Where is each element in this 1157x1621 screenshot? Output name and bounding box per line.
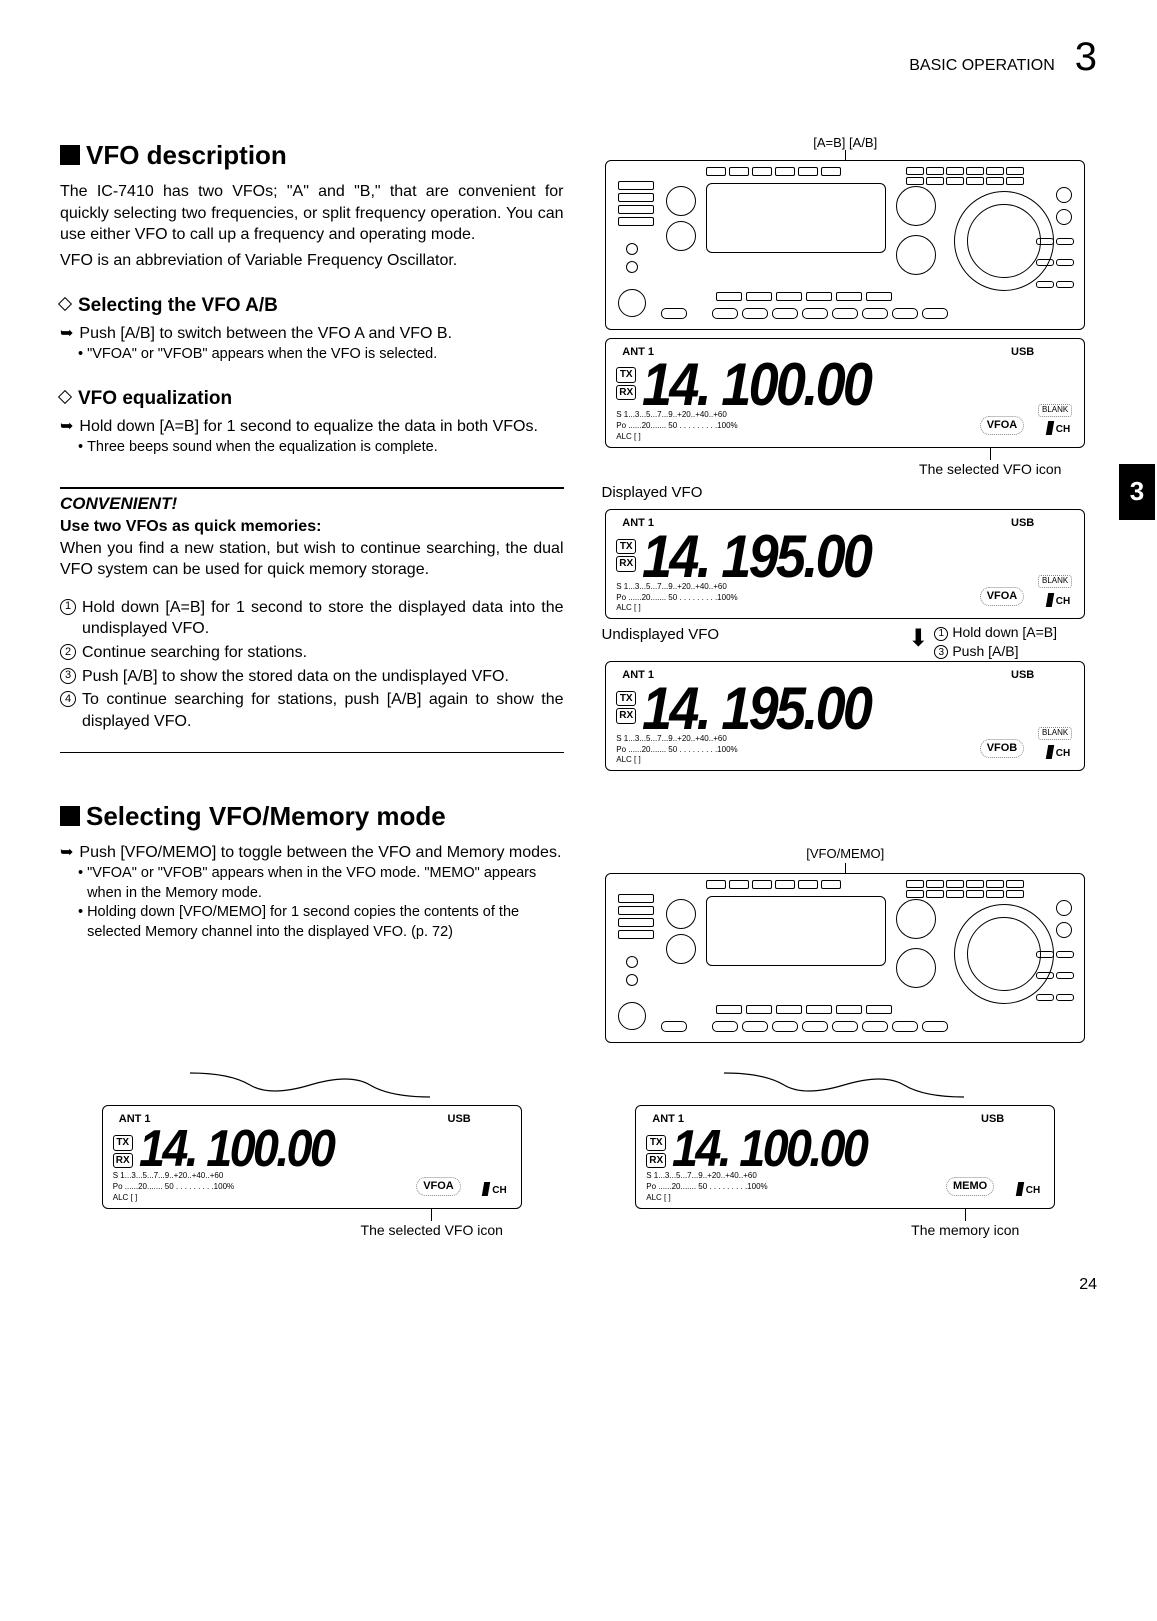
lcd-display-bottom-left: ANT 1USB TXRX 14. 100.00 S 1...3...5...7… <box>102 1105 522 1208</box>
item-push-vfomemo: ➥Push [VFO/MEMO] to toggle between the V… <box>60 842 564 864</box>
para-intro-2: VFO is an abbreviation of Variable Frequ… <box>60 250 564 272</box>
bullet-hold-vfomemo: •Holding down [VFO/MEMO] for 1 second co… <box>78 903 564 942</box>
lcd-display-1: ANT 1USB TXRX 14. 100.00 S 1...3...5...7… <box>605 338 1085 448</box>
divider <box>60 487 564 489</box>
header-section: BASIC OPERATION <box>909 55 1055 77</box>
callout-vfomemo: [VFO/MEMO] <box>594 845 1098 863</box>
h2-vfo-equalization: VFO equalization <box>60 386 564 412</box>
convenient-intro: When you find a new station, but wish to… <box>60 538 564 581</box>
memo-badge: MEMO <box>946 1177 994 1196</box>
step-3: 3Push [A/B] to show the stored data on t… <box>60 666 564 688</box>
step-1: 1Hold down [A=B] for 1 second to store t… <box>60 597 564 640</box>
radio-front-panel-2 <box>605 873 1085 1043</box>
header-chapter: 3 <box>1075 30 1097 84</box>
note-hold-aeqb: 1Hold down [A=B] <box>934 623 1057 642</box>
step-2: 2Continue searching for stations. <box>60 642 564 664</box>
vfo-icon-pointer: The selected VFO icon <box>884 446 1098 479</box>
note-push-ab: 3Push [A/B] <box>934 642 1057 661</box>
item-push-ab: ➥Push [A/B] to switch between the VFO A … <box>60 323 564 345</box>
lcd-display-bottom-right: ANT 1USB TXRX 14. 100.00 S 1...3...5...7… <box>635 1105 1055 1208</box>
radio-front-panel <box>605 160 1085 330</box>
vfo-icon-pointer-bottom: The selected VFO icon <box>300 1207 564 1240</box>
memory-icon-pointer: The memory icon <box>834 1207 1098 1240</box>
squiggle-connector-left <box>180 1071 440 1099</box>
vfoa-badge: VFOA <box>980 416 1025 435</box>
convenient-badge: CONVENIENT! <box>60 493 564 516</box>
h2-selecting-ab: Selecting the VFO A/B <box>60 293 564 319</box>
item-hold-aeqb: ➥Hold down [A=B] for 1 second to equaliz… <box>60 416 564 438</box>
page-number: 24 <box>60 1274 1097 1296</box>
label-displayed-vfo: Displayed VFO <box>602 483 1098 503</box>
vfoa-badge-2: VFOA <box>980 587 1025 606</box>
lcd-display-2: ANT 1USB TXRX 14. 195.00 S 1...3...5...7… <box>605 509 1085 619</box>
convenient-subtitle: Use two VFOs as quick memories: <box>60 516 564 538</box>
side-tab: 3 <box>1119 464 1155 520</box>
label-undisplayed-vfo: Undisplayed VFO <box>602 625 909 645</box>
lcd-display-3: ANT 1USB TXRX 14. 195.00 S 1...3...5...7… <box>605 661 1085 771</box>
vfoa-badge-bottom: VFOA <box>416 1177 461 1196</box>
down-arrow-icon: ⬇ <box>908 623 928 661</box>
squiggle-connector-right <box>714 1071 974 1099</box>
bullet-vfo-memo-appears: •"VFOA" or "VFOB" appears when in the VF… <box>78 864 564 903</box>
h1-selecting-vfo-memory: Selecting VFO/Memory mode <box>60 799 564 834</box>
para-intro-1: The IC-7410 has two VFOs; "A" and "B," t… <box>60 181 564 246</box>
bullet-vfoa-vfob: •"VFOA" or "VFOB" appears when the VFO i… <box>78 345 564 365</box>
step-4: 4To continue searching for stations, pus… <box>60 689 564 732</box>
vfob-badge: VFOB <box>980 739 1025 758</box>
h1-vfo-description: VFO description <box>60 138 564 173</box>
bullet-three-beeps: •Three beeps sound when the equalization… <box>78 438 564 458</box>
divider-thin <box>60 752 564 753</box>
